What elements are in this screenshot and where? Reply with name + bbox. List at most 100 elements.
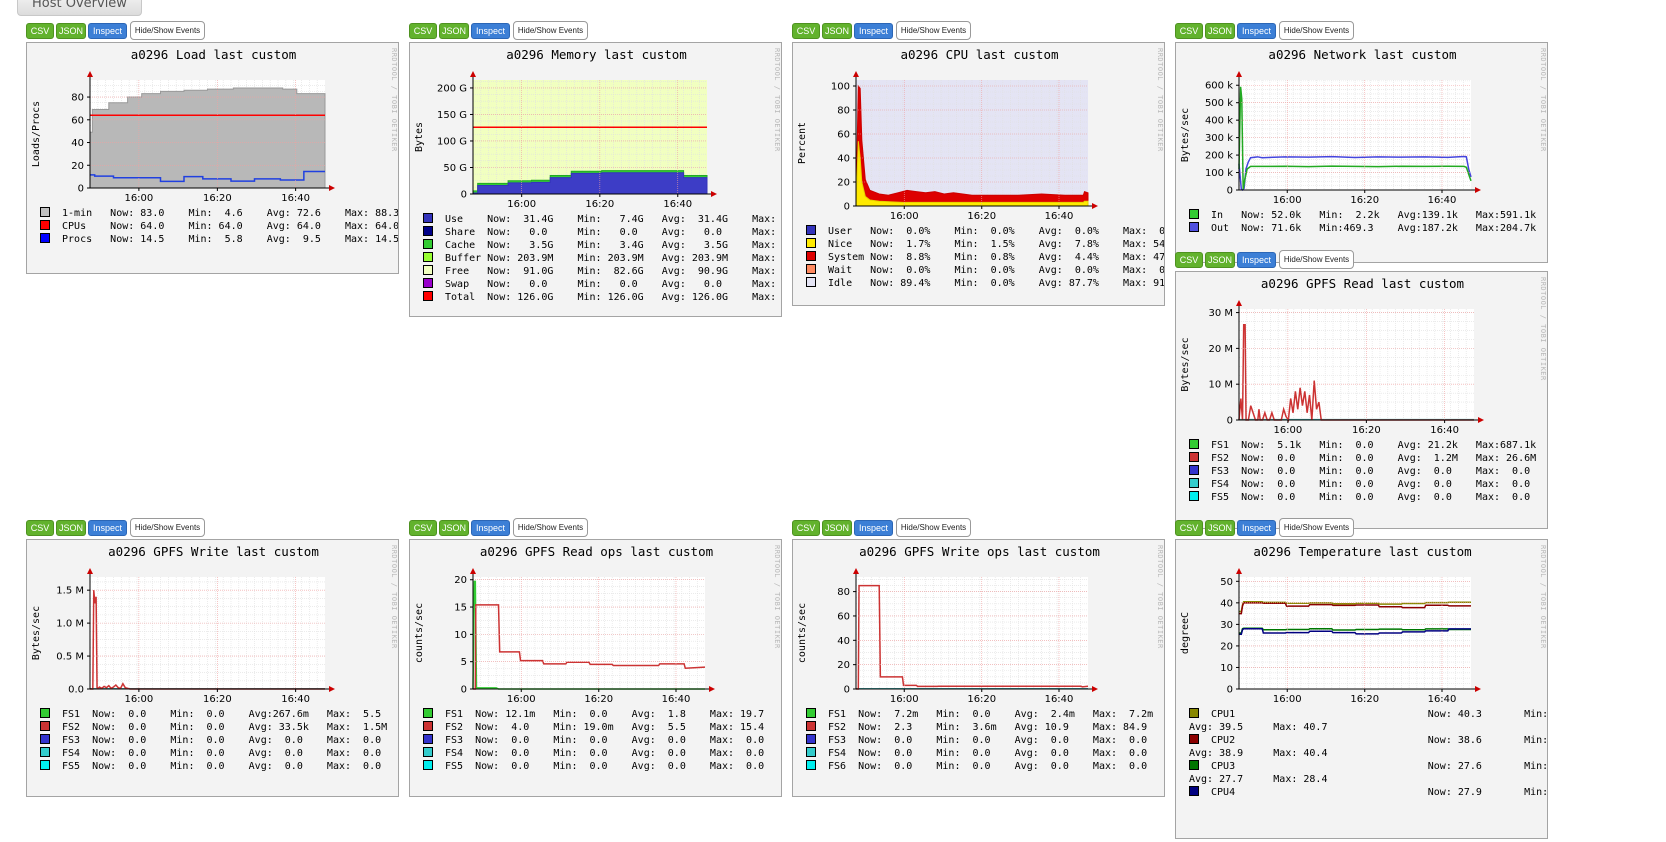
x-tick-label: 16:40 xyxy=(1045,211,1074,222)
inspect-button[interactable]: Inspect xyxy=(1237,252,1276,268)
graph-panel-gpfs_write_ops: CSV JSON Inspect Hide/Show Events a0296 GPFS… xyxy=(792,517,1165,797)
graph-network: a0296 Network last custom RRDTOOL / TOBI … xyxy=(1175,42,1548,263)
inspect-button[interactable]: Inspect xyxy=(854,23,893,39)
hide-show-events-button[interactable]: Hide/Show Events xyxy=(1279,250,1354,269)
json-button[interactable]: JSON xyxy=(822,23,852,39)
hide-show-events-button[interactable]: Hide/Show Events xyxy=(1279,21,1354,40)
y-tick-label: 0 xyxy=(1227,416,1233,427)
x-tick-label: 16:20 xyxy=(584,694,613,705)
legend-row: FS2 Now: 4.0 Min: 19.0m Avg: 5.5 Max: 15… xyxy=(423,721,764,734)
legend-swatch xyxy=(1189,452,1199,462)
hide-show-events-button[interactable]: Hide/Show Events xyxy=(1279,518,1354,537)
legend-text: In Now: 52.0k Min: 2.2k Avg:139.1k Max:5… xyxy=(1205,210,1537,221)
legend-swatch xyxy=(1189,439,1199,449)
json-button[interactable]: JSON xyxy=(1205,23,1235,39)
csv-button[interactable]: CSV xyxy=(1175,252,1203,268)
legend-swatch xyxy=(1189,491,1199,501)
json-button[interactable]: JSON xyxy=(56,23,86,39)
json-button[interactable]: JSON xyxy=(56,520,86,536)
x-tick-label: 16:20 xyxy=(1350,195,1379,206)
y-tick-label: 0 xyxy=(1227,685,1233,696)
legend-text: FS2 Now: 0.0 Min: 0.0 Avg: 33.5k Max: 1.… xyxy=(56,722,388,733)
legend-row: Idle Now: 89.4% Min: 0.0% Avg: 87.7% Max… xyxy=(806,277,1164,290)
y-axis-label: Percent xyxy=(797,122,808,164)
csv-button[interactable]: CSV xyxy=(409,23,437,39)
y-tick-label: 200 k xyxy=(1205,151,1233,162)
legend-row: FS4 Now: 0.0 Min: 0.0 Avg: 0.0 Max: 0.0 xyxy=(423,747,764,760)
legend-text: FS1 Now: 5.1k Min: 0.0 Avg: 21.2k Max:68… xyxy=(1205,440,1537,451)
x-axis-arrow xyxy=(329,686,335,692)
legend-swatch xyxy=(423,734,433,744)
legend-row: Share Now: 0.0 Min: 0.0 Avg: 0.0 Max: 0.… xyxy=(423,226,781,239)
x-tick-label: 16:00 xyxy=(507,694,536,705)
legend-swatch xyxy=(806,238,816,248)
json-button[interactable]: JSON xyxy=(1205,252,1235,268)
legend-swatch xyxy=(40,734,50,744)
y-tick-label: 60 xyxy=(837,611,850,622)
hide-show-events-button[interactable]: Hide/Show Events xyxy=(513,21,588,40)
csv-button[interactable]: CSV xyxy=(409,520,437,536)
graph-gpfs_read_ops: a0296 GPFS Read ops last custom RRDTOOL /… xyxy=(409,539,782,797)
y-axis-arrow xyxy=(470,568,476,574)
csv-button[interactable]: CSV xyxy=(1175,23,1203,39)
json-button[interactable]: JSON xyxy=(1205,520,1235,536)
legend-swatch xyxy=(423,252,433,262)
x-axis-arrow xyxy=(1475,686,1481,692)
json-button[interactable]: JSON xyxy=(822,520,852,536)
y-tick-label: 80 xyxy=(837,106,850,117)
legend-swatch xyxy=(1189,478,1199,488)
hide-show-events-button[interactable]: Hide/Show Events xyxy=(130,21,205,40)
hide-show-events-button[interactable]: Hide/Show Events xyxy=(896,518,971,537)
y-axis-label: counts/sec xyxy=(414,603,425,663)
x-tick-label: 16:40 xyxy=(1430,425,1459,436)
graph-gpfs_read: a0296 GPFS Read last custom RRDTOOL / TOB… xyxy=(1175,271,1548,529)
inspect-button[interactable]: Inspect xyxy=(1237,23,1276,39)
csv-button[interactable]: CSV xyxy=(26,23,54,39)
hide-show-events-button[interactable]: Hide/Show Events xyxy=(513,518,588,537)
legend-text: Buffer Now: 203.9M Min: 203.9M Avg: 203.… xyxy=(439,253,782,264)
series-line-2 xyxy=(90,170,325,183)
csv-button[interactable]: CSV xyxy=(26,520,54,536)
y-axis-arrow xyxy=(470,71,476,77)
x-tick-label: 16:20 xyxy=(967,211,996,222)
hide-show-events-button[interactable]: Hide/Show Events xyxy=(896,21,971,40)
csv-button[interactable]: CSV xyxy=(792,23,820,39)
json-button[interactable]: JSON xyxy=(439,520,469,536)
legend-swatch xyxy=(1189,760,1199,770)
graph-title: a0296 Load last custom xyxy=(131,47,297,62)
host-overview-tab[interactable]: Host Overview xyxy=(17,0,142,16)
rrdtool-watermark: RRDTOOL / TOBI OETIKER xyxy=(773,48,781,152)
graph-canvas: a0296 CPU last custom RRDTOOL / TOBI OETI… xyxy=(797,47,1164,222)
json-button[interactable]: JSON xyxy=(439,23,469,39)
x-axis-arrow xyxy=(711,191,717,197)
series-line-1 xyxy=(1238,86,1472,190)
inspect-button[interactable]: Inspect xyxy=(88,520,127,536)
y-tick-label: 10 xyxy=(1220,663,1233,674)
inspect-button[interactable]: Inspect xyxy=(1237,520,1276,536)
y-axis-arrow xyxy=(1236,300,1242,306)
y-tick-label: 20 xyxy=(837,178,850,189)
y-axis-arrow xyxy=(1236,568,1242,574)
graph-legend: FS1 Now: 0.0 Min: 0.0 Avg:267.6m Max: 5.… xyxy=(40,708,387,773)
inspect-button[interactable]: Inspect xyxy=(471,520,510,536)
graph-canvas: a0296 GPFS Write ops last custom RRDTOOL … xyxy=(797,544,1164,705)
series-line-1 xyxy=(1239,602,1471,615)
legend-row: Nice Now: 1.7% Min: 1.5% Avg: 7.8% Max: … xyxy=(806,238,1164,251)
legend-text: FS1 Now: 0.0 Min: 0.0 Avg:267.6m Max: 5.… xyxy=(56,709,382,720)
y-tick-label: 20 M xyxy=(1208,344,1233,355)
x-axis-arrow xyxy=(1092,686,1098,692)
y-axis-label: Loads/Procs xyxy=(31,101,42,167)
graph-panel-gpfs_read_ops: CSV JSON Inspect Hide/Show Events a0296 GPFS… xyxy=(409,517,782,797)
csv-button[interactable]: CSV xyxy=(1175,520,1203,536)
legend-row: FS6 Now: 0.0 Min: 0.0 Avg: 0.0 Max: 0.0 xyxy=(806,760,1153,773)
legend-swatch xyxy=(423,265,433,275)
legend-text: FS4 Now: 0.0 Min: 0.0 Avg: 0.0 Max: 0.0 xyxy=(1205,479,1531,490)
legend-swatch xyxy=(40,721,50,731)
csv-button[interactable]: CSV xyxy=(792,520,820,536)
inspect-button[interactable]: Inspect xyxy=(471,23,510,39)
legend-row: 1-min Now: 83.0 Min: 4.6 Avg: 72.6 Max: … xyxy=(40,207,398,220)
inspect-button[interactable]: Inspect xyxy=(854,520,893,536)
hide-show-events-button[interactable]: Hide/Show Events xyxy=(130,518,205,537)
legend-row: FS1 Now: 12.1m Min: 0.0 Avg: 1.8 Max: 19… xyxy=(423,708,764,721)
inspect-button[interactable]: Inspect xyxy=(88,23,127,39)
